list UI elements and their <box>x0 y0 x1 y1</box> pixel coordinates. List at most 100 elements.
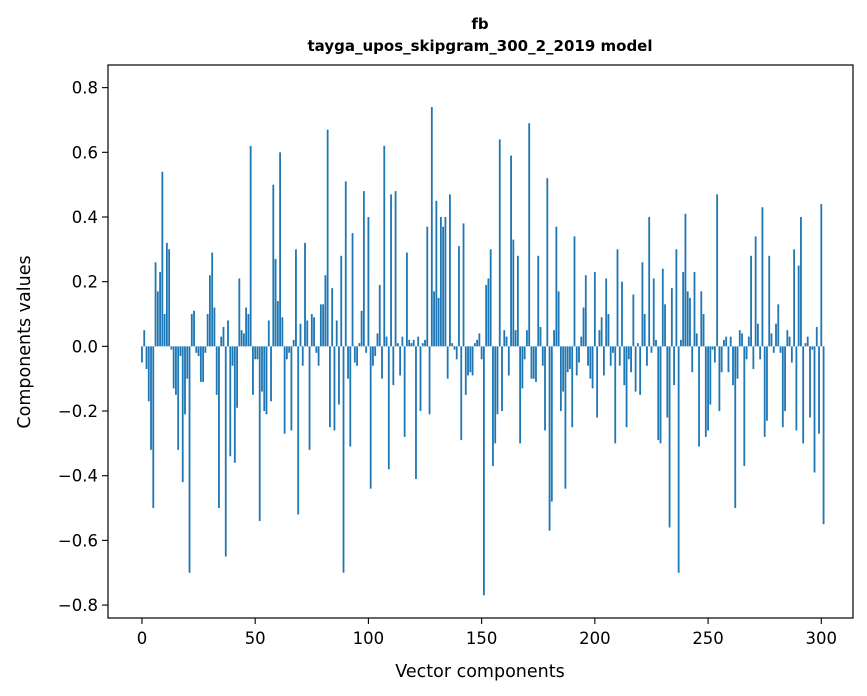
bar-118 <box>408 339 411 347</box>
bar-142 <box>462 223 465 347</box>
bar-274 <box>761 207 764 347</box>
x-axis-label: Vector components <box>395 662 564 682</box>
bar-289 <box>795 346 798 431</box>
bar-80 <box>322 304 325 347</box>
bar-116 <box>403 346 406 437</box>
bar-206 <box>607 314 610 347</box>
bar-207 <box>609 346 612 366</box>
bar-8 <box>159 271 161 347</box>
bar-77 <box>315 346 318 353</box>
bar-225 <box>650 346 653 353</box>
bar-38 <box>227 320 229 347</box>
bar-28 <box>204 346 207 353</box>
bar-264 <box>738 330 741 347</box>
bar-89 <box>342 346 345 573</box>
bar-247 <box>700 291 703 347</box>
bar-199 <box>591 346 594 389</box>
bar-129 <box>433 291 435 347</box>
bar-175 <box>537 255 540 347</box>
bar-219 <box>636 343 639 347</box>
bar-213 <box>623 346 626 386</box>
bar-278 <box>770 333 773 347</box>
bar-295 <box>809 346 811 418</box>
bar-246 <box>698 346 700 447</box>
bar-104 <box>376 333 379 347</box>
bar-285 <box>786 330 789 347</box>
bar-214 <box>625 346 628 428</box>
bar-183 <box>555 226 558 347</box>
bar-115 <box>401 336 404 347</box>
bar-281 <box>777 304 780 347</box>
bar-234 <box>670 288 673 347</box>
bar-50 <box>254 346 257 360</box>
bar-252 <box>711 346 714 350</box>
bar-174 <box>535 346 537 382</box>
bar-204 <box>603 346 605 376</box>
bar-series <box>141 107 825 596</box>
bar-82 <box>326 129 329 347</box>
y-tick-label: 0.4 <box>72 208 98 227</box>
bar-192 <box>575 346 578 376</box>
bar-286 <box>788 336 791 347</box>
bar-73 <box>306 320 309 347</box>
bar-217 <box>632 294 635 347</box>
bar-235 <box>673 346 676 386</box>
bar-62 <box>281 317 284 347</box>
bar-218 <box>634 346 637 392</box>
bar-158 <box>498 139 501 347</box>
bar-222 <box>643 314 646 347</box>
bar-111 <box>392 346 395 386</box>
bar-128 <box>430 107 433 347</box>
bar-208 <box>612 346 614 353</box>
bar-230 <box>661 268 664 347</box>
bar-41 <box>233 346 236 463</box>
bar-152 <box>485 284 488 347</box>
bar-177 <box>541 346 544 366</box>
bar-181 <box>550 346 553 502</box>
bar-169 <box>523 346 526 360</box>
bar-64 <box>285 346 288 360</box>
bar-156 <box>494 346 497 444</box>
bar-20 <box>186 346 189 379</box>
bar-143 <box>464 346 467 395</box>
bar-236 <box>675 249 678 347</box>
bar-282 <box>779 346 782 353</box>
bar-61 <box>279 152 281 347</box>
bar-95 <box>356 346 358 366</box>
bar-250 <box>707 346 709 431</box>
bar-55 <box>265 346 268 415</box>
bar-287 <box>790 346 793 363</box>
bar-127 <box>428 346 431 415</box>
bar-165 <box>514 330 517 347</box>
bar-237 <box>677 346 680 573</box>
bar-48 <box>249 145 252 347</box>
x-tick-label: 0 <box>137 629 148 648</box>
bar-210 <box>616 249 619 347</box>
bar-86 <box>335 320 338 347</box>
bar-92 <box>349 346 352 447</box>
bar-120 <box>412 339 415 347</box>
bar-93 <box>351 233 354 347</box>
bar-56 <box>267 320 270 347</box>
bar-105 <box>378 284 381 347</box>
bar-256 <box>720 346 723 373</box>
bar-66 <box>290 346 293 431</box>
y-tick-label: −0.2 <box>58 402 98 421</box>
x-tick-label: 200 <box>579 629 611 648</box>
bar-71 <box>301 346 304 366</box>
bar-107 <box>383 145 386 347</box>
bar-164 <box>512 239 515 347</box>
bar-160 <box>503 330 506 347</box>
bar-121 <box>415 346 417 479</box>
bar-254 <box>716 194 719 347</box>
bar-170 <box>526 330 528 347</box>
bar-243 <box>691 346 694 373</box>
bar-265 <box>741 333 743 347</box>
bar-114 <box>399 346 402 376</box>
bar-98 <box>362 191 365 347</box>
bar-139 <box>455 346 458 360</box>
chart-title-line-1: fb <box>471 15 489 33</box>
bar-52 <box>258 346 261 521</box>
bar-102 <box>372 346 374 366</box>
bar-266 <box>743 346 746 466</box>
